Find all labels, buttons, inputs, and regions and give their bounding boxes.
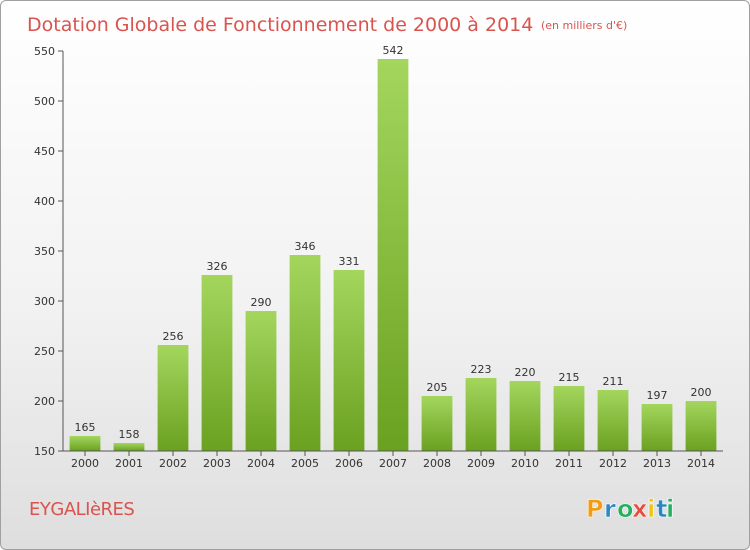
y-tick-label: 550: [34, 45, 55, 58]
x-tick-label: 2013: [643, 457, 671, 470]
chart-subtitle: (en milliers d'€): [541, 19, 627, 32]
x-axis: 2000 2001 2002 2003 2004 2005 2006 2007 2008 2009…: [71, 451, 715, 470]
logo-letter: P: [586, 495, 604, 523]
y-tick-label: 450: [34, 145, 55, 158]
y-axis: 150 200 250 300 350 400 450 500 550: [34, 45, 63, 458]
bar: [421, 396, 453, 451]
bar: [641, 404, 673, 451]
bar-value-label: 220: [515, 366, 536, 379]
x-tick-label: 2012: [599, 457, 627, 470]
x-tick-label: 2010: [511, 457, 539, 470]
bar: [465, 378, 497, 451]
bar: [289, 255, 321, 451]
x-tick-label: 2009: [467, 457, 495, 470]
y-tick-label: 200: [34, 395, 55, 408]
x-tick-label: 2008: [423, 457, 451, 470]
bar-value-label: 542: [383, 44, 404, 57]
x-tick-label: 2002: [159, 457, 187, 470]
logo-letter: r: [604, 495, 616, 523]
bar: [597, 390, 629, 451]
x-tick-label: 2001: [115, 457, 143, 470]
x-tick-label: 2014: [687, 457, 715, 470]
logo-letter: i: [666, 495, 674, 523]
bar-value-label: 158: [119, 428, 140, 441]
bar: [509, 381, 541, 451]
bar-value-label: 256: [163, 330, 184, 343]
bar: [69, 436, 101, 451]
bar: [245, 311, 277, 451]
bar-value-label: 223: [471, 363, 492, 376]
logo-letter: x: [632, 495, 648, 523]
x-tick-label: 2005: [291, 457, 319, 470]
bar-value-label: 165: [75, 421, 96, 434]
bar: [201, 275, 233, 451]
y-tick-label: 350: [34, 245, 55, 258]
commune-name: EYGALIèRES: [29, 499, 134, 520]
bar: [553, 386, 585, 451]
x-tick-label: 2006: [335, 457, 363, 470]
logo-letter: o: [617, 495, 634, 523]
y-tick-label: 300: [34, 295, 55, 308]
logo-letter: t: [656, 495, 667, 523]
bar-value-label: 215: [559, 371, 580, 384]
logo-letter: i: [647, 495, 655, 523]
bar: [333, 270, 365, 451]
bar: [157, 345, 189, 451]
x-tick-label: 2011: [555, 457, 583, 470]
bar-value-label: 290: [251, 296, 272, 309]
bar-value-label: 200: [691, 386, 712, 399]
bar-value-label: 346: [295, 240, 316, 253]
bar-value-label: 211: [603, 375, 624, 388]
bar-value-label: 205: [427, 381, 448, 394]
bars: 165 158 256 326 290 346 331 542 205 223 220 215 211 1…: [69, 44, 717, 451]
x-tick-label: 2004: [247, 457, 275, 470]
x-tick-label: 2000: [71, 457, 99, 470]
chart-title: Dotation Globale de Fonctionnement de 20…: [27, 14, 533, 36]
y-tick-label: 150: [34, 445, 55, 458]
bar: [685, 401, 717, 451]
y-tick-label: 400: [34, 195, 55, 208]
bar-value-label: 197: [647, 389, 668, 402]
x-tick-label: 2003: [203, 457, 231, 470]
bar-value-label: 326: [207, 260, 228, 273]
y-tick-label: 500: [34, 95, 55, 108]
x-tick-label: 2007: [379, 457, 407, 470]
y-tick-label: 250: [34, 345, 55, 358]
bar: [113, 443, 145, 451]
bar: [377, 59, 409, 451]
bar-value-label: 331: [339, 255, 360, 268]
